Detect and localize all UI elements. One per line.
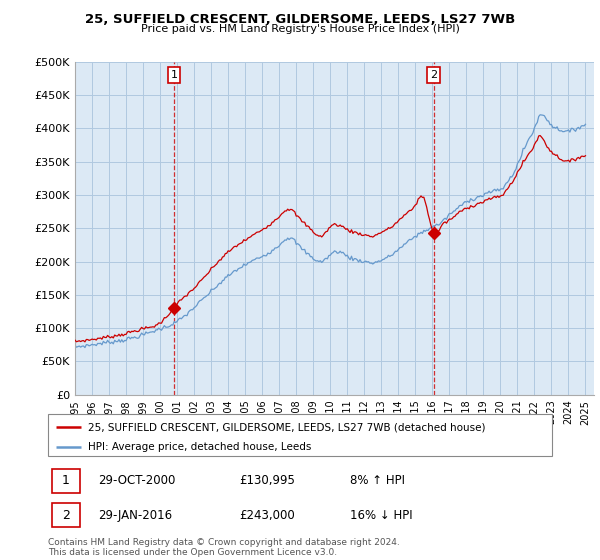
Text: 25, SUFFIELD CRESCENT, GILDERSOME, LEEDS, LS27 7WB: 25, SUFFIELD CRESCENT, GILDERSOME, LEEDS… — [85, 13, 515, 26]
Text: 2: 2 — [62, 508, 70, 521]
Text: 1: 1 — [171, 70, 178, 80]
Text: 29-OCT-2000: 29-OCT-2000 — [98, 474, 176, 487]
Text: 16% ↓ HPI: 16% ↓ HPI — [350, 508, 413, 521]
Bar — [52, 469, 80, 493]
Text: 8% ↑ HPI: 8% ↑ HPI — [350, 474, 406, 487]
Text: 25, SUFFIELD CRESCENT, GILDERSOME, LEEDS, LS27 7WB (detached house): 25, SUFFIELD CRESCENT, GILDERSOME, LEEDS… — [88, 422, 486, 432]
Text: £130,995: £130,995 — [239, 474, 295, 487]
Text: Price paid vs. HM Land Registry's House Price Index (HPI): Price paid vs. HM Land Registry's House … — [140, 24, 460, 34]
Text: HPI: Average price, detached house, Leeds: HPI: Average price, detached house, Leed… — [88, 442, 311, 452]
Text: Contains HM Land Registry data © Crown copyright and database right 2024.
This d: Contains HM Land Registry data © Crown c… — [48, 538, 400, 557]
Text: 1: 1 — [62, 474, 70, 487]
Bar — [52, 503, 80, 528]
Text: £243,000: £243,000 — [239, 508, 295, 521]
Text: 2: 2 — [430, 70, 437, 80]
Text: 29-JAN-2016: 29-JAN-2016 — [98, 508, 173, 521]
